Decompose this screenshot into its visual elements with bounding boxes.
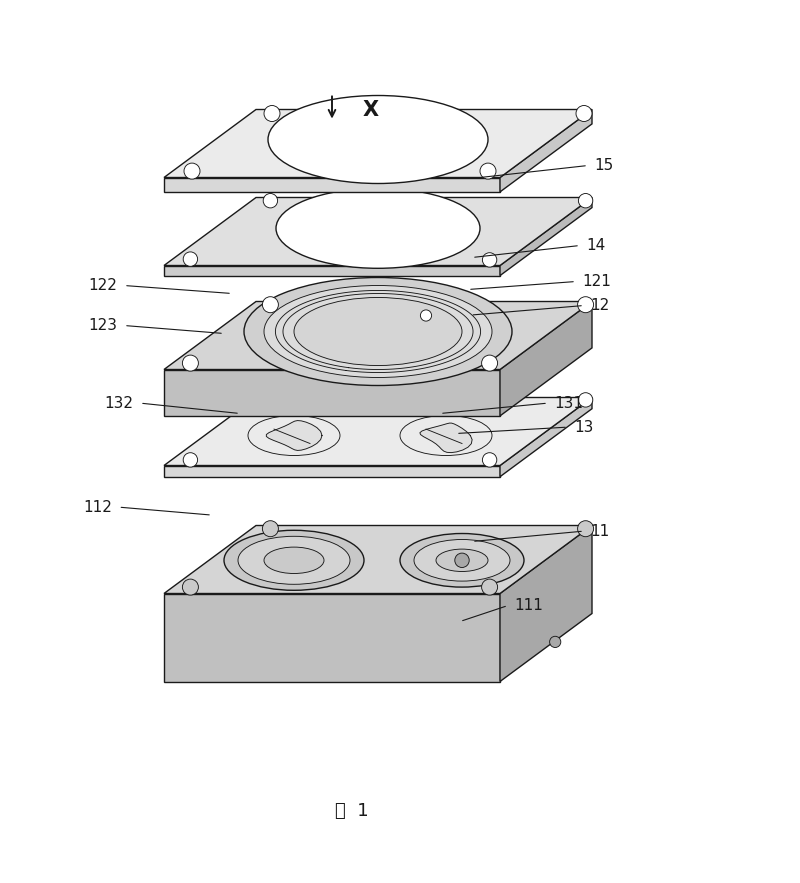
Text: 112: 112 (83, 500, 112, 515)
Text: 14: 14 (586, 238, 606, 253)
Ellipse shape (224, 531, 364, 591)
Circle shape (576, 105, 592, 122)
Polygon shape (164, 266, 500, 275)
Ellipse shape (264, 547, 324, 573)
Circle shape (578, 297, 594, 313)
Circle shape (182, 579, 198, 595)
Circle shape (262, 297, 278, 313)
Circle shape (482, 253, 497, 267)
Ellipse shape (244, 277, 512, 386)
Circle shape (264, 105, 280, 122)
Text: 11: 11 (590, 524, 610, 539)
Ellipse shape (276, 188, 480, 268)
Text: 122: 122 (89, 278, 118, 293)
Polygon shape (164, 525, 592, 593)
Text: 123: 123 (89, 318, 118, 333)
Circle shape (550, 637, 561, 647)
Circle shape (482, 579, 498, 595)
Polygon shape (420, 423, 472, 453)
Circle shape (482, 453, 497, 467)
Polygon shape (500, 525, 592, 682)
Circle shape (182, 355, 198, 371)
Text: 132: 132 (105, 396, 134, 411)
Polygon shape (500, 198, 592, 275)
Text: 15: 15 (594, 158, 614, 173)
Polygon shape (500, 301, 592, 416)
Polygon shape (164, 465, 500, 477)
Ellipse shape (436, 549, 488, 571)
Text: 131: 131 (554, 396, 583, 411)
Circle shape (578, 393, 593, 407)
Circle shape (263, 393, 278, 407)
Ellipse shape (264, 285, 492, 378)
Polygon shape (266, 420, 322, 450)
Polygon shape (164, 301, 592, 369)
Circle shape (263, 193, 278, 208)
Ellipse shape (268, 95, 488, 184)
Polygon shape (164, 198, 592, 266)
Circle shape (262, 521, 278, 537)
Circle shape (480, 163, 496, 179)
Text: 图  1: 图 1 (335, 802, 369, 820)
Circle shape (482, 355, 498, 371)
Text: 12: 12 (590, 298, 610, 313)
Ellipse shape (238, 536, 350, 585)
Polygon shape (164, 109, 592, 177)
Polygon shape (164, 397, 592, 465)
Ellipse shape (400, 416, 492, 456)
Text: 111: 111 (514, 598, 543, 613)
Polygon shape (164, 177, 500, 192)
Circle shape (578, 193, 593, 208)
Polygon shape (500, 397, 592, 477)
Text: X: X (362, 100, 378, 120)
Circle shape (454, 553, 469, 568)
Circle shape (421, 310, 432, 321)
Circle shape (183, 252, 198, 267)
Ellipse shape (248, 416, 340, 456)
Polygon shape (164, 593, 500, 682)
Text: 13: 13 (574, 419, 594, 434)
Circle shape (184, 163, 200, 179)
Ellipse shape (414, 540, 510, 581)
Ellipse shape (294, 298, 462, 366)
Circle shape (183, 453, 198, 467)
Circle shape (578, 521, 594, 537)
Ellipse shape (400, 533, 524, 587)
Polygon shape (500, 109, 592, 192)
Text: 121: 121 (582, 274, 611, 289)
Polygon shape (164, 369, 500, 416)
